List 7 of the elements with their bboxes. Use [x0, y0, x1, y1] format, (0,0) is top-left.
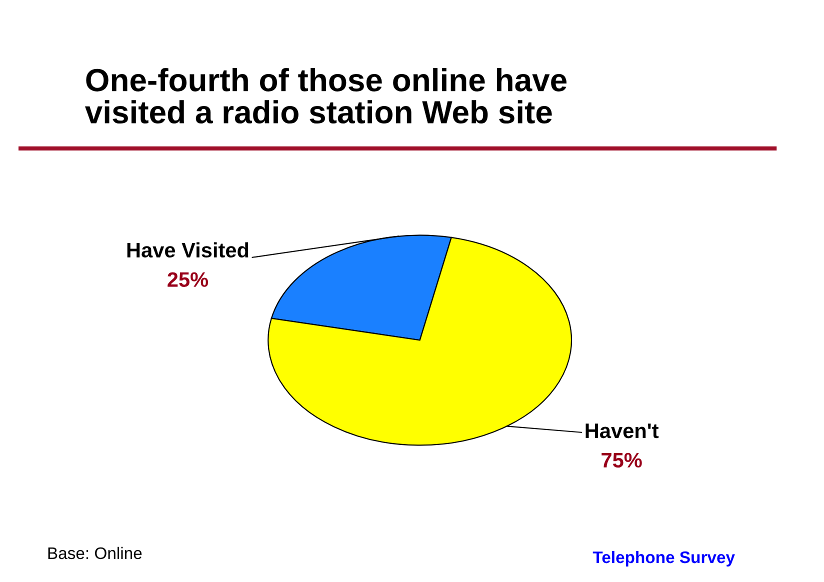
slice-label: Haven't [586, 424, 659, 438]
text: Base: Online [48, 546, 142, 560]
data-label: 25% [168, 272, 208, 287]
data-label: 75% [602, 452, 642, 468]
slice-label: Have Visited [127, 242, 248, 258]
chart-title: One-fourth of those online have visited a radio station Web site [84, 68, 567, 124]
text: Telephone Survey [592, 550, 735, 566]
